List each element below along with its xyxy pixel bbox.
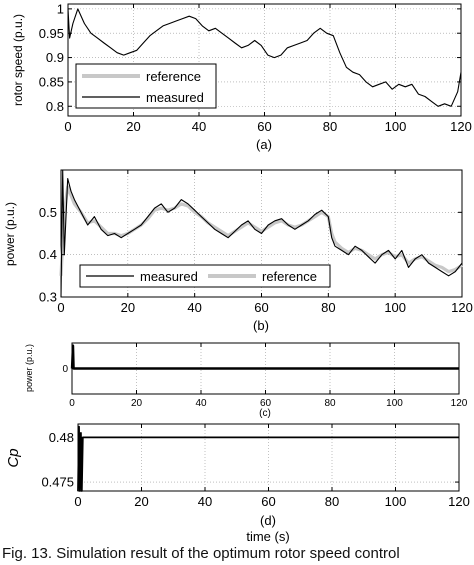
- x-tick-label: 80: [324, 398, 336, 409]
- panel-label: (b): [253, 318, 269, 333]
- panel-power-small: 0 20 40 60 80 100 120 0 power (p.u.) (c): [24, 342, 468, 419]
- y-tick-label: 0.4: [39, 247, 57, 262]
- x-tick-label: 40: [192, 119, 206, 134]
- legend-box: [79, 264, 331, 288]
- ticks: 0 20 40 60 80 100 120 0.475 0.48: [41, 424, 470, 509]
- legend: measured reference: [79, 264, 331, 288]
- figure-caption: Fig. 13. Simulation result of the optimu…: [2, 545, 400, 562]
- y-tick-label: 0.85: [39, 74, 64, 89]
- series-lines: [59, 169, 463, 298]
- x-tick-label: 40: [187, 300, 201, 315]
- x-tick-label: 0: [57, 300, 64, 315]
- panel-cp: 0 20 40 60 80 100 120 0.475 0.48 Cp (d) time (s): [5, 423, 470, 544]
- panel-rotor-speed: 0 20 40 60 80 100 120 0.8 0.85 0.9 0.95 1 rotor spe…: [11, 1, 472, 152]
- y-tick-label: 0.48: [49, 430, 74, 445]
- x-tick-label: 100: [386, 398, 403, 409]
- y-axis-label: power (p.u.): [3, 202, 17, 266]
- x-tick-label: 60: [260, 398, 272, 409]
- x-tick-label: 20: [131, 398, 143, 409]
- x-tick-label: 40: [198, 494, 212, 509]
- legend-label-measured: measured: [140, 269, 198, 284]
- x-tick-label: 20: [134, 494, 148, 509]
- series-line-measured: [60, 169, 463, 298]
- series-line-measured: [67, 8, 462, 107]
- panel-label: (c): [259, 408, 271, 419]
- y-axis-label: rotor speed (p.u.): [11, 14, 25, 106]
- ticks: 0 20 40 60 80 100 120 0.3 0.4 0.5: [39, 170, 473, 315]
- x-tick-label: 0: [64, 119, 71, 134]
- x-tick-label: 80: [325, 494, 339, 509]
- legend-box: [75, 63, 217, 109]
- y-tick-label: 1: [57, 1, 64, 16]
- x-tick-label: 40: [195, 398, 207, 409]
- y-axis-label: Cp: [5, 448, 22, 467]
- panel-label: (d): [260, 513, 276, 528]
- ticks: 0 20 40 60 80 100 120 0: [62, 343, 468, 409]
- x-tick-label: 80: [321, 300, 335, 315]
- y-tick-label: 0.95: [39, 26, 64, 41]
- panel-power: 0 20 40 60 80 100 120 0.3 0.4 0.5 power (p.u.) (b…: [3, 169, 473, 333]
- x-tick-label: 0: [74, 494, 81, 509]
- legend: reference measured: [75, 63, 217, 109]
- x-tick-label: 100: [385, 119, 407, 134]
- panel-label: (a): [256, 137, 272, 152]
- legend-label-reference: reference: [146, 69, 201, 84]
- series-line-series-0: [77, 425, 459, 492]
- y-axis-label: power (p.u.): [24, 344, 34, 392]
- y-tick-label: 0.3: [39, 290, 57, 305]
- ticks: 0 20 40 60 80 100 120 0.8 0.85 0.9 0.95 1: [39, 1, 472, 134]
- legend-label-measured: measured: [146, 90, 204, 105]
- x-tick-label: 60: [257, 119, 271, 134]
- y-tick-label: 0.5: [39, 205, 57, 220]
- series-lines: [67, 8, 462, 107]
- x-tick-label: 20: [126, 119, 140, 134]
- y-tick-label: 0.8: [46, 99, 64, 114]
- x-tick-label: 0: [69, 398, 75, 409]
- x-tick-label: 100: [384, 300, 406, 315]
- y-tick-label: 0: [62, 364, 68, 375]
- x-tick-label: 120: [448, 494, 470, 509]
- x-tick-label: 80: [323, 119, 337, 134]
- x-tick-label: 120: [451, 398, 468, 409]
- x-tick-label: 120: [450, 119, 472, 134]
- legend-label-reference: reference: [262, 269, 317, 284]
- x-tick-label: 100: [385, 494, 407, 509]
- figure: 0 20 40 60 80 100 120 0.8 0.85 0.9 0.95 1 rotor spe…: [3, 1, 473, 544]
- x-tick-label: 60: [261, 494, 275, 509]
- y-tick-label: 0.9: [46, 50, 64, 65]
- x-axis-label: time (s): [246, 529, 289, 544]
- x-tick-label: 60: [254, 300, 268, 315]
- x-tick-label: 120: [451, 300, 473, 315]
- grid: [72, 343, 459, 394]
- y-tick-label: 0.475: [41, 475, 74, 490]
- x-tick-label: 20: [121, 300, 135, 315]
- series-lines: [77, 425, 459, 492]
